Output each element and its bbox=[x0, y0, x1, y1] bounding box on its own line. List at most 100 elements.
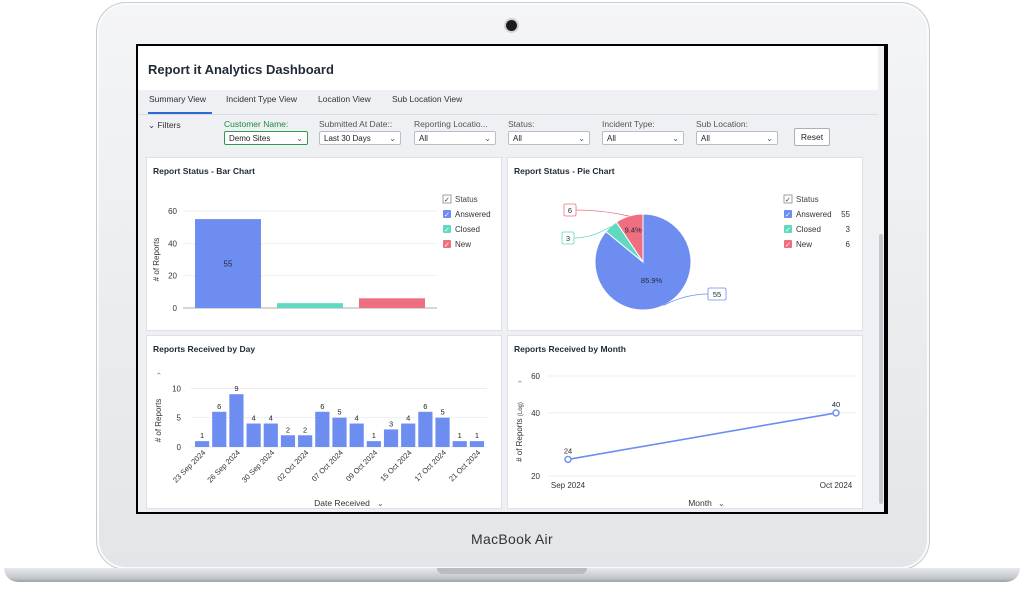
expand-chevron-icon: › bbox=[515, 380, 524, 383]
panel-title: Reports Received by Day bbox=[153, 344, 256, 354]
reporting-location-select[interactable]: All ⌄ bbox=[414, 131, 496, 145]
bar-data-label: 1 bbox=[372, 431, 376, 440]
scrollbar-thumb[interactable] bbox=[879, 234, 883, 504]
line-point bbox=[564, 455, 572, 464]
customer-name-label: Customer Name: bbox=[224, 119, 289, 129]
chevron-down-icon: ⌄ bbox=[578, 134, 585, 143]
point-data-label: 40 bbox=[832, 400, 840, 409]
day-bar bbox=[315, 411, 330, 447]
day-bar bbox=[246, 423, 261, 447]
reporting-location-value: All bbox=[419, 134, 428, 143]
status-bar-chart-panel: Report Status - Bar Chart 0 20 40 60 # of Re… bbox=[146, 157, 502, 331]
dashboard-app: Report it Analytics Dashboard Summary Vi… bbox=[138, 46, 884, 512]
callout-box bbox=[707, 287, 727, 301]
legend-title: Status bbox=[455, 195, 478, 204]
status-select[interactable]: All ⌄ bbox=[508, 131, 590, 145]
day-bar bbox=[401, 423, 416, 447]
reset-button[interactable]: Reset bbox=[794, 128, 830, 146]
legend-entry: New bbox=[796, 240, 812, 249]
chevron-down-icon: ⌄ bbox=[672, 134, 679, 143]
panel-title: Report Status - Pie Chart bbox=[514, 166, 615, 176]
submitted-at-select[interactable]: Last 30 Days ⌄ bbox=[319, 131, 401, 145]
line-point bbox=[832, 409, 840, 417]
bar-data-label: 9 bbox=[234, 384, 238, 393]
laptop-notch bbox=[437, 568, 587, 574]
tab-sub-location-view[interactable]: Sub Location View bbox=[392, 94, 463, 104]
bar-data-label: 3 bbox=[389, 419, 393, 428]
check-icon: ✓ bbox=[785, 227, 791, 234]
x-tick-label: 23 Sep 2024 bbox=[171, 448, 207, 484]
reports-by-month-chart: › 20 40 60 # of Reports (Log) 24 Sep 2024 40 Oct… bbox=[515, 372, 856, 508]
tab-location-view[interactable]: Location View bbox=[318, 94, 371, 104]
bar-data-label: 55 bbox=[224, 260, 233, 269]
y-tick-label: 40 bbox=[531, 409, 540, 418]
bar-answered bbox=[195, 219, 261, 308]
y-tick-label: 0 bbox=[173, 304, 178, 313]
pie-percent-label: 9.4% bbox=[625, 225, 642, 234]
y-tick-label: 60 bbox=[531, 372, 540, 381]
bar-data-label: 6 bbox=[217, 402, 221, 411]
sub-location-select[interactable]: All ⌄ bbox=[696, 131, 778, 145]
legend-value: 55 bbox=[841, 210, 850, 219]
status-pie-chart: 85.9% 9.4% 55 3 6 ✓ Status ✓ Answered 55 ✓ Closed 3 ✓… bbox=[561, 194, 851, 311]
legend-swatch bbox=[784, 225, 792, 233]
legend-swatch bbox=[784, 210, 792, 218]
legend-checkbox-icon bbox=[442, 194, 452, 204]
legend-entry: Answered bbox=[796, 210, 832, 219]
bar-data-label: 6 bbox=[423, 402, 427, 411]
tab-summary-view[interactable]: Summary View bbox=[149, 94, 206, 104]
bar-data-label: 4 bbox=[252, 414, 256, 423]
y-axis-scale-note: (Log) bbox=[518, 402, 524, 416]
y-tick-label: 60 bbox=[168, 207, 177, 216]
active-tab-indicator bbox=[148, 112, 212, 114]
callout-line bbox=[575, 209, 630, 217]
callout-line bbox=[573, 226, 611, 239]
legend-entry: New bbox=[455, 240, 471, 249]
customer-name-select[interactable]: Demo Sites ⌄ bbox=[224, 131, 308, 145]
reporting-location-label: Reporting Locatio... bbox=[414, 119, 488, 129]
customer-name-value: Demo Sites bbox=[229, 134, 271, 143]
x-tick-label: Sep 2024 bbox=[551, 481, 586, 490]
chevron-down-icon: ⌄ bbox=[766, 134, 773, 143]
filters-toggle-label: Filters bbox=[157, 120, 181, 130]
legend-checkbox-icon bbox=[783, 194, 793, 204]
check-icon: ✓ bbox=[444, 212, 450, 219]
callout-line bbox=[663, 293, 709, 306]
x-axis-label: Date Received bbox=[314, 498, 370, 508]
y-tick-label: 5 bbox=[177, 414, 182, 423]
chevron-down-icon: ⌄ bbox=[484, 134, 491, 143]
y-axis-label: # of Reports bbox=[154, 399, 163, 443]
callout-box bbox=[561, 231, 575, 245]
x-tick-label: 21 Oct 2024 bbox=[447, 448, 482, 483]
callout-label: 55 bbox=[713, 290, 721, 299]
sub-location-label: Sub Location: bbox=[696, 119, 748, 129]
expand-chevron-icon: › bbox=[154, 372, 163, 375]
incident-type-select[interactable]: All ⌄ bbox=[602, 131, 684, 145]
y-axis-label: # of Reports (Log) bbox=[515, 402, 524, 462]
legend-swatch bbox=[784, 240, 792, 248]
incident-type-value: All bbox=[607, 134, 616, 143]
legend-value: 6 bbox=[846, 240, 851, 249]
bar-new bbox=[359, 298, 425, 308]
day-bar bbox=[383, 429, 399, 447]
filters-toggle[interactable]: ⌄ Filters bbox=[148, 120, 181, 131]
callout-label: 6 bbox=[568, 206, 572, 215]
bar-data-label: 5 bbox=[337, 408, 341, 417]
x-axis-label: Month bbox=[688, 498, 712, 508]
bar-data-label: 1 bbox=[475, 431, 479, 440]
check-icon: ✓ bbox=[785, 242, 791, 249]
day-bar bbox=[229, 394, 244, 447]
y-tick-label: 40 bbox=[168, 239, 177, 248]
x-tick-label: 15 Oct 2024 bbox=[378, 448, 413, 483]
page-scrollbar[interactable] bbox=[878, 154, 884, 512]
filters-bar: ⌄ Filters Customer Name: Demo Sites ⌄ Su… bbox=[138, 116, 878, 154]
status-label: Status: bbox=[508, 119, 535, 129]
day-bar bbox=[435, 417, 450, 447]
bar-data-label: 4 bbox=[269, 414, 273, 423]
bar-data-label: 5 bbox=[440, 408, 444, 417]
x-tick-label: 17 Oct 2024 bbox=[413, 448, 448, 483]
check-icon: ✓ bbox=[785, 197, 791, 204]
tab-incident-type-view[interactable]: Incident Type View bbox=[226, 94, 298, 104]
bar-data-label: 1 bbox=[200, 431, 204, 440]
x-tick-label: 30 Sep 2024 bbox=[240, 448, 276, 484]
